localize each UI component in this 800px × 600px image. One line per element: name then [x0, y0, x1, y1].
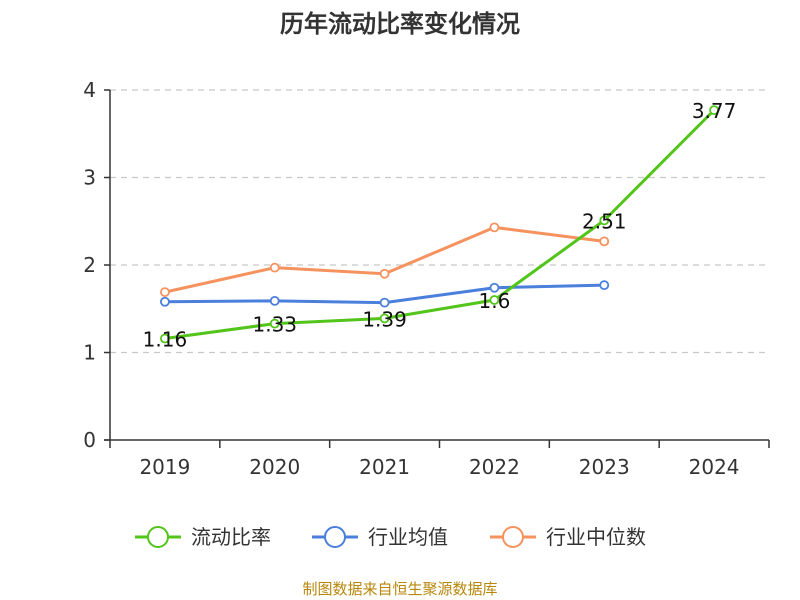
- data-point[interactable]: [379, 313, 390, 324]
- x-tick-label: 2021: [359, 455, 410, 479]
- legend-item-1[interactable]: 行业均值: [312, 525, 448, 549]
- y-tick-label: 0: [83, 428, 96, 452]
- legend[interactable]: 流动比率 行业均值 行业中位数: [135, 525, 646, 549]
- series: [160, 105, 719, 344]
- data-point[interactable]: [160, 333, 170, 344]
- data-point[interactable]: [599, 280, 610, 291]
- axes: 0 1 2 3 4 2019 2020 2021 2022 2023 2024: [83, 78, 770, 479]
- y-tick-label: 2: [83, 253, 96, 277]
- grid-lines: [110, 89, 769, 354]
- data-point[interactable]: [160, 296, 170, 307]
- data-point[interactable]: [709, 105, 719, 116]
- data-label: 3.77: [692, 99, 737, 123]
- legend-label: 行业中位数: [546, 525, 646, 549]
- legend-label: 流动比率: [191, 525, 271, 549]
- data-labels: 1.16 1.33 1.39 1.6 2.51 3.77: [143, 99, 737, 351]
- series-line-2: [164, 225, 605, 294]
- legend-item-2[interactable]: 行业中位数: [490, 525, 646, 549]
- series-line-0: [164, 109, 716, 340]
- data-label: 1.16: [143, 328, 188, 352]
- data-point[interactable]: [599, 215, 610, 226]
- x-tick-label: 2019: [139, 455, 190, 479]
- data-point[interactable]: [269, 318, 280, 329]
- x-tick-label: 2023: [579, 455, 630, 479]
- y-tick-label: 1: [83, 341, 96, 365]
- legend-swatch-marker: [324, 526, 346, 548]
- data-label: 2.51: [582, 209, 627, 233]
- legend-item-0[interactable]: 流动比率: [135, 525, 271, 549]
- x-tick-label: 2022: [469, 455, 520, 479]
- data-point[interactable]: [489, 222, 500, 233]
- data-label: 1.33: [252, 313, 297, 337]
- data-point[interactable]: [599, 236, 610, 247]
- data-label: 1.39: [362, 307, 407, 331]
- x-tick-label: 2024: [689, 455, 740, 479]
- data-point[interactable]: [379, 297, 390, 308]
- x-tick-label: 2020: [249, 455, 300, 479]
- y-tick-label: 3: [83, 166, 96, 190]
- data-point[interactable]: [269, 262, 280, 273]
- legend-label: 行业均值: [368, 525, 448, 549]
- data-point[interactable]: [269, 295, 280, 306]
- data-point[interactable]: [489, 282, 500, 293]
- chart-title: 历年流动比率变化情况: [280, 10, 520, 38]
- legend-swatch-marker: [147, 526, 169, 548]
- source-note: 制图数据来自恒生聚源数据库: [302, 580, 497, 598]
- legend-swatch-marker: [502, 526, 524, 548]
- data-label: 1.6: [479, 289, 511, 313]
- data-point[interactable]: [379, 268, 390, 279]
- y-tick-label: 4: [83, 78, 96, 102]
- data-point[interactable]: [160, 287, 170, 298]
- data-point[interactable]: [489, 295, 500, 305]
